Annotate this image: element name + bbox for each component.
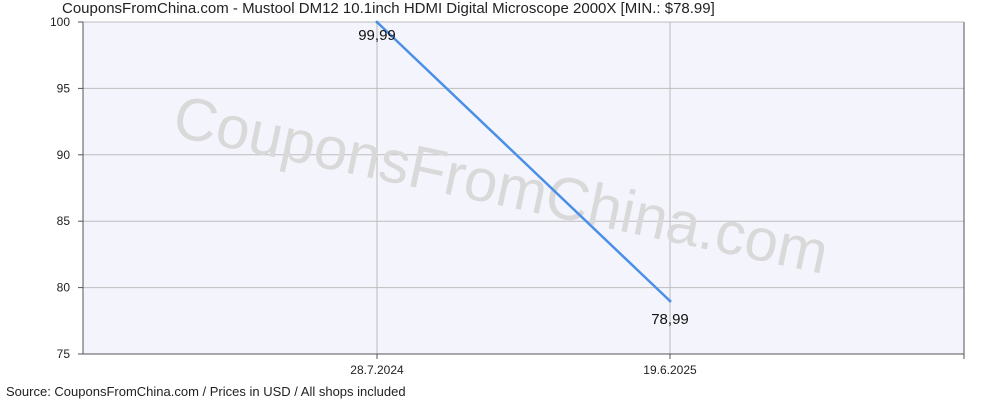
- price-point: [668, 299, 672, 303]
- x-tick-label: 19.6.2025: [643, 363, 697, 377]
- y-tick-label: 90: [57, 148, 71, 162]
- price-series: 99,99 78,99: [358, 20, 689, 328]
- price-data-label: 78,99: [651, 311, 689, 328]
- y-tick-label: 100: [50, 15, 70, 29]
- axes: [82, 22, 965, 355]
- y-axis-ticks: 75 80 85 90 95 100: [50, 15, 83, 361]
- y-tick-label: 95: [57, 81, 71, 95]
- x-axis-ticks: 28.7.2024 19.6.2025: [350, 354, 965, 377]
- y-tick-label: 75: [57, 347, 71, 361]
- chart-title: CouponsFromChina.com - Mustool DM12 10.1…: [62, 0, 715, 17]
- source-note: Source: CouponsFromChina.com / Prices in…: [6, 384, 406, 399]
- price-line: [376, 21, 671, 302]
- y-tick-label: 80: [57, 281, 71, 295]
- price-point: [375, 20, 379, 24]
- y-tick-label: 85: [57, 214, 71, 228]
- x-tick-label: 28.7.2024: [350, 363, 404, 377]
- plot-area: [83, 22, 964, 354]
- price-data-label: 99,99: [358, 27, 396, 44]
